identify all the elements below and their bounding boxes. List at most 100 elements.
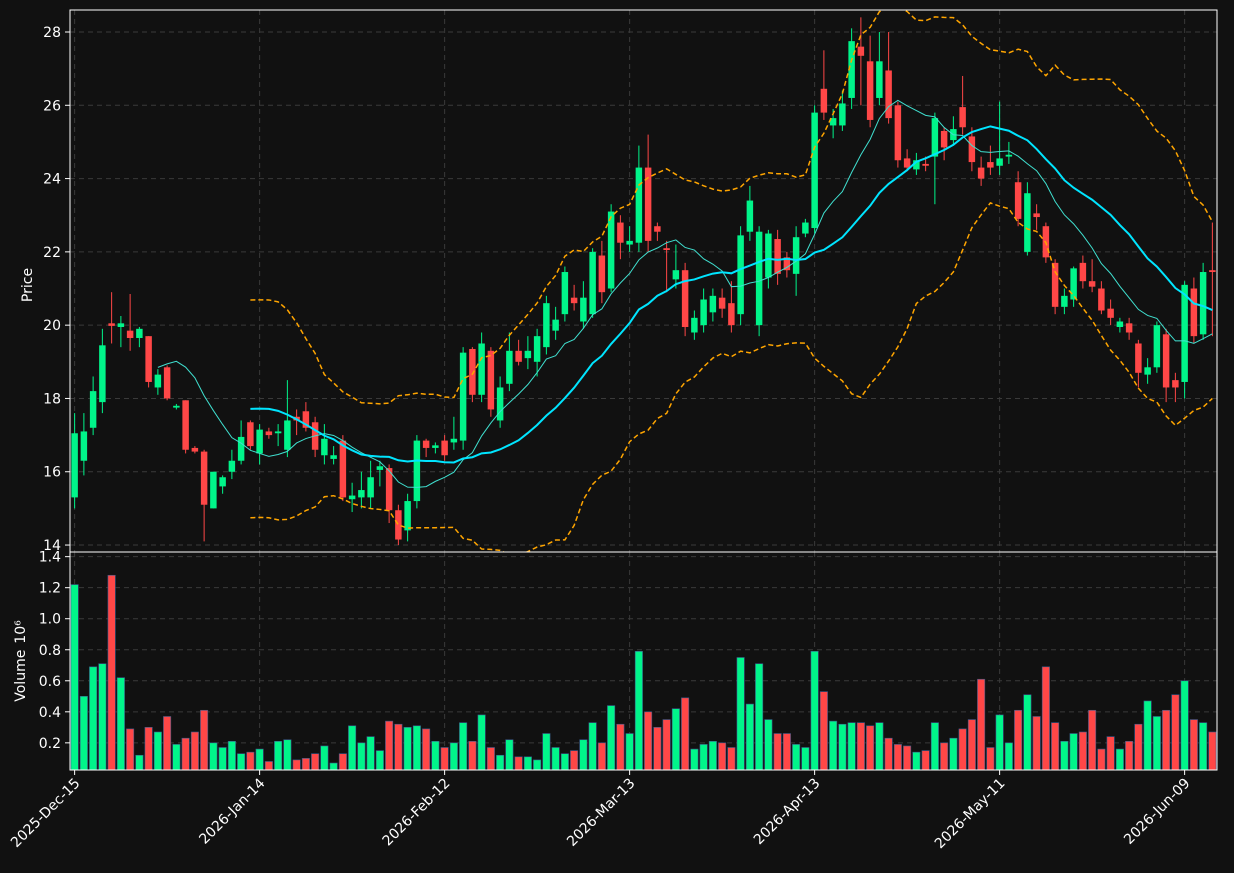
candle-body [89,391,97,428]
volume-bar [930,722,939,770]
candle-body [348,495,356,500]
volume-bar [1088,709,1097,770]
candle-body [1162,334,1170,388]
volume-bar [745,703,754,770]
volume-bar [505,739,514,770]
candle-body [700,299,707,326]
volume-bar [810,651,819,770]
candle-body [450,438,458,443]
volume-bar [246,751,255,770]
volume-bar [875,722,884,770]
volume-bar [560,753,569,770]
volume-bar [329,762,338,770]
candle-body [802,222,809,234]
y-tick-label: 18 [43,391,61,407]
volume-bar [1041,666,1050,770]
y-tick-label: 16 [43,465,61,481]
volume-bar [653,727,662,770]
candle-body [321,438,328,456]
candle-body [728,303,735,326]
x-tick-label: 2026-Jun-09 [1121,776,1193,848]
volume-bar [995,714,1004,770]
x-tick-label: 2026-Mar-13 [564,776,638,850]
candle-body [182,400,189,450]
candle-body [857,46,865,56]
volume-bar [190,731,199,770]
volume-bar [477,714,486,770]
candle-body [552,319,559,331]
candle-body [404,501,411,531]
candle-body [1135,343,1142,373]
x-tick-label: 2026-Apr-13 [751,776,824,849]
candle-body [617,222,624,243]
volume-bar [977,678,986,770]
candle-body [515,350,522,362]
volume-bar [163,716,172,770]
candle-body [681,270,689,327]
volume-bar [903,745,912,770]
volume-bar [1199,722,1208,770]
volume-bar [412,725,421,770]
volume-bar [634,651,643,770]
candle-body [191,447,199,452]
candle-body [265,431,273,436]
candle-body [1144,367,1151,375]
candle-body [80,431,88,461]
candle-body [737,235,744,315]
volume-bar [542,733,551,770]
candle-body [395,510,402,540]
candle-body [274,431,282,434]
volume-bar [607,705,616,770]
volume-bar [1023,694,1032,770]
volume-frame [69,551,1218,771]
candle-body [219,477,226,487]
candle-body [256,429,263,454]
volume-bar [616,723,625,770]
candle-body [598,255,606,293]
candle-body [580,297,587,322]
volume-bar [801,747,810,770]
candle-body [922,163,929,166]
candle-body [755,231,763,326]
volume-bar [949,737,958,770]
y-axis-scale: 10⁶ [13,620,29,644]
candle-body [709,295,717,313]
volume-bar [588,722,597,770]
volume-bar [514,756,523,770]
volume-bar [98,663,107,770]
y-tick-label: 22 [43,245,61,261]
candle-body [672,270,680,280]
volume-bar [366,736,375,770]
y-tick-label: 24 [43,172,61,188]
candle-body [376,466,384,470]
volume-bar [126,728,135,770]
candle-body [1070,268,1077,300]
candle-body [848,41,855,98]
volume-bar [764,719,773,770]
candle-body [367,477,374,498]
candle-body [228,460,236,472]
y-axis-label: Price [20,268,36,302]
volume-bar [847,722,856,770]
candle-body [940,130,948,148]
candle-body [663,248,670,251]
y-axis-label-text: Volume [13,650,29,702]
candle-body [718,297,726,309]
candle-body [302,411,310,428]
volume-bar [523,756,532,770]
candle-body [1116,321,1124,327]
volume-bar [958,728,967,770]
volume-bar [440,747,449,770]
candle-body [413,440,421,502]
volume-bar [1125,740,1134,770]
candle-body [163,367,171,399]
candle-body [496,387,504,421]
volume-bar [292,759,301,770]
candle-body [1209,270,1216,273]
moving-average [157,99,1213,488]
x-tick-label: 2026-May-11 [932,776,1009,853]
candle-body [1125,323,1133,333]
volume-bar [662,719,671,770]
price-plot [71,10,1216,552]
